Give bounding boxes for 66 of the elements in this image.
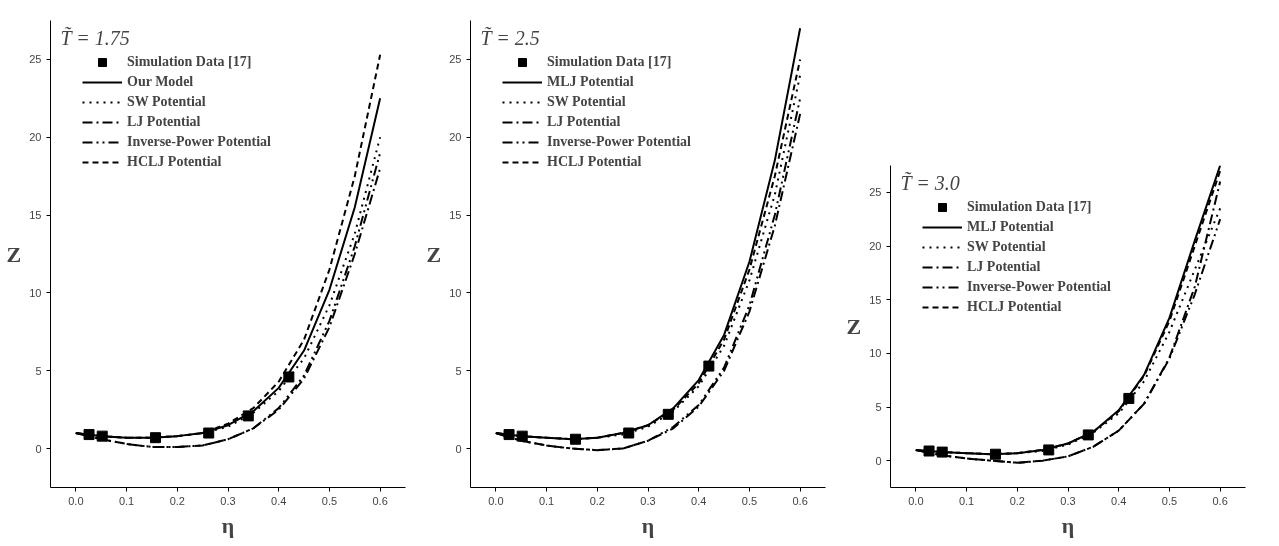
y-tick-label: 10	[449, 286, 462, 299]
legend-label: Inverse-Power Potential	[127, 134, 271, 150]
y-tick-label: 0	[875, 454, 882, 467]
y-axis-title: Z	[846, 314, 862, 339]
legend-label: Simulation Data [17]	[127, 54, 252, 70]
y-tick-label: 20	[449, 131, 462, 144]
x-tick-label: 0.3	[1060, 494, 1076, 507]
x-tick-label: 0.3	[220, 494, 236, 507]
legend-label: HCLJ Potential	[967, 299, 1062, 315]
annotation: T̃ = 1.75	[60, 26, 130, 49]
legend-label: MLJ Potential	[967, 219, 1054, 235]
annotation: T̃ = 2.5	[480, 26, 540, 49]
y-tick-label: 5	[35, 364, 42, 377]
legend-label: MLJ Potential	[547, 74, 634, 90]
y-tick-label: 10	[29, 286, 42, 299]
x-axis-title: η	[221, 512, 235, 538]
x-tick-label: 0.6	[372, 494, 388, 507]
legend-label: SW Potential	[547, 94, 626, 110]
x-tick-label: 0.2	[589, 494, 605, 507]
y-tick-label: 15	[29, 209, 42, 222]
x-tick-label: 0.2	[169, 494, 185, 507]
x-tick-label: 0.2	[1009, 494, 1025, 507]
legend-label: SW Potential	[967, 239, 1046, 255]
x-axis-title: η	[1061, 512, 1075, 538]
y-tick-label: 10	[869, 347, 882, 360]
y-tick-label: 25	[869, 186, 882, 199]
x-tick-label: 0.5	[321, 494, 338, 507]
x-tick-label: 0.6	[1212, 494, 1228, 507]
x-tick-label: 0.1	[958, 494, 975, 507]
x-tick-label: 0.0	[68, 494, 84, 507]
x-tick-label: 0.0	[488, 494, 504, 507]
x-tick-label: 0.0	[908, 494, 924, 507]
x-tick-label: 0.6	[792, 494, 808, 507]
y-tick-label: 25	[449, 53, 462, 66]
legend-label: SW Potential	[127, 94, 206, 110]
x-tick-label: 0.4	[691, 494, 707, 507]
y-tick-label: 20	[29, 131, 42, 144]
y-axis-title: Z	[6, 241, 22, 267]
x-tick-label: 0.4	[271, 494, 287, 507]
x-tick-label: 0.1	[118, 494, 135, 507]
annotation: T̃ = 3.0	[900, 171, 960, 194]
legend-label: Simulation Data [17]	[547, 54, 672, 70]
y-axis-title: Z	[426, 241, 442, 267]
legend-label: Inverse-Power Potential	[967, 279, 1111, 295]
y-tick-label: 15	[869, 293, 882, 306]
x-axis-title: η	[641, 512, 655, 538]
legend-label: Simulation Data [17]	[967, 199, 1092, 215]
y-tick-label: 25	[29, 53, 42, 66]
legend-label: LJ Potential	[127, 114, 201, 130]
y-tick-label: 0	[455, 442, 462, 455]
y-tick-label: 15	[449, 209, 462, 222]
x-tick-label: 0.1	[538, 494, 555, 507]
legend-label: Inverse-Power Potential	[547, 134, 691, 150]
legend-label: LJ Potential	[967, 259, 1041, 275]
legend-label: Our Model	[127, 74, 194, 90]
x-tick-label: 0.4	[1111, 494, 1127, 507]
y-tick-label: 0	[35, 442, 42, 455]
legend-label: LJ Potential	[547, 114, 621, 130]
y-tick-label: 5	[875, 401, 882, 413]
x-tick-label: 0.5	[741, 494, 758, 507]
x-tick-label: 0.5	[1161, 494, 1178, 507]
y-tick-label: 5	[455, 364, 462, 377]
legend-label: HCLJ Potential	[547, 154, 642, 170]
x-tick-label: 0.3	[640, 494, 656, 507]
y-tick-label: 20	[869, 240, 882, 252]
legend-label: HCLJ Potential	[127, 154, 222, 170]
